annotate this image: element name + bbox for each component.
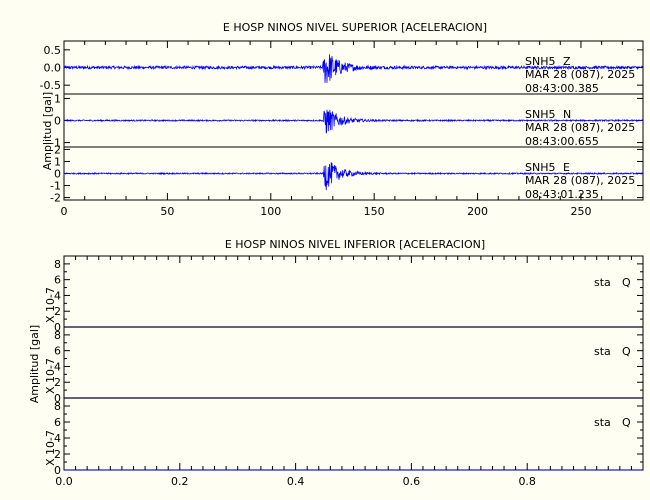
ytick-label: 0 <box>54 392 61 405</box>
ytick-label: 0 <box>54 115 61 128</box>
xtick-label: 0.2 <box>171 475 189 488</box>
upper-panel-n-trace <box>63 109 644 134</box>
upper-panel-z: 0.5 0.0 -0.5 SNH5 Z MAR 28 (087), 2025 08:… <box>40 40 644 95</box>
ytick-label: 4 <box>54 360 61 373</box>
lower-panel-3-station: sta <box>594 416 611 429</box>
lower-panel-3-yticks: 0 2 4 6 8 <box>54 400 643 477</box>
lower-panel-3-component: Q <box>622 416 631 429</box>
lower-panel-2-frame <box>63 326 644 399</box>
ytick-label: -0.5 <box>40 79 61 92</box>
ytick-label: 8 <box>54 329 61 342</box>
lower-panel-1: 0 2 4 6 8 X 10-7 sta Q <box>44 255 644 334</box>
upper-panel-z-date: MAR 28 (087), 2025 <box>525 68 635 81</box>
lower-panel-2-component: Q <box>622 345 631 358</box>
xtick-label: 150 <box>364 205 385 218</box>
upper-panel-e-component: E <box>563 161 570 174</box>
xtick-label: 0 <box>61 205 68 218</box>
lower-panel-1-station: sta <box>594 276 611 289</box>
upper-chart-title: E HOSP NINOS NIVEL SUPERIOR [ACELERACION… <box>223 21 487 34</box>
ytick-label: 2 <box>54 376 61 389</box>
lower-chart: E HOSP NINOS NIVEL INFERIOR [ACELERACION… <box>28 238 644 488</box>
upper-panel-e-station: SNH5 <box>525 161 555 174</box>
ytick-label: -2 <box>50 192 61 205</box>
upper-chart-ylabel: Amplitud [gal] <box>41 92 54 170</box>
lower-panel-1-yticks: 0 2 4 6 8 <box>54 258 643 334</box>
upper-panel-e-time: 08:43:01.235 <box>525 188 599 201</box>
ytick-label: 6 <box>54 416 61 429</box>
xtick-label: 200 <box>467 205 488 218</box>
ytick-label: 4 <box>54 289 61 302</box>
ytick-label: -1 <box>50 180 61 193</box>
ytick-label: 0.0 <box>44 62 62 75</box>
xtick-label: 0.4 <box>287 475 305 488</box>
ytick-label: 0 <box>54 168 61 181</box>
upper-panel-e-date: MAR 28 (087), 2025 <box>525 174 635 187</box>
ytick-label: 0.5 <box>44 44 62 57</box>
ytick-label: 2 <box>54 143 61 156</box>
lower-panel-2-scale: X 10-7 <box>44 358 57 394</box>
xtick-label: 0.6 <box>403 475 421 488</box>
lower-panel-1-scale: X 10-7 <box>44 287 57 323</box>
ytick-label: 6 <box>54 274 61 287</box>
upper-panel-n-time: 08:43:00.655 <box>525 135 599 148</box>
lower-xaxis: 0.0 0.2 0.4 0.6 0.8 <box>55 256 644 488</box>
lower-panel-2-yticks: 0 2 4 6 8 <box>54 329 643 405</box>
upper-panel-z-time: 08:43:00.385 <box>525 82 599 95</box>
xtick-label: 100 <box>260 205 281 218</box>
upper-chart: E HOSP NINOS NIVEL SUPERIOR [ACELERACION… <box>40 21 644 218</box>
lower-panel-1-frame <box>63 255 644 328</box>
upper-panel-z-trace <box>63 54 643 83</box>
lower-panel-1-component: Q <box>622 276 631 289</box>
upper-panel-n-date: MAR 28 (087), 2025 <box>525 121 635 134</box>
xtick-label: 0.0 <box>55 475 73 488</box>
ytick-label: 1 <box>54 155 61 168</box>
ytick-label: 2 <box>54 448 61 461</box>
ytick-label: 2 <box>54 305 61 318</box>
xtick-label: 0.8 <box>518 475 536 488</box>
upper-panel-z-component: Z <box>563 55 571 68</box>
lower-chart-title: E HOSP NINOS NIVEL INFERIOR [ACELERACION… <box>225 238 485 251</box>
upper-panel-e-trace <box>64 162 644 191</box>
upper-panel-n-component: N <box>563 108 571 121</box>
xtick-label: 50 <box>160 205 174 218</box>
xtick-label: 250 <box>570 205 591 218</box>
ytick-label: 8 <box>54 400 61 413</box>
upper-panel-n-station: SNH5 <box>525 108 555 121</box>
ytick-label: 8 <box>54 258 61 271</box>
lower-panel-2-station: sta <box>594 345 611 358</box>
lower-panel-3-scale: X 10-7 <box>44 430 57 466</box>
upper-panel-e: 210-1-2 SNH5 E MAR 28 (087), 2025 08:43:… <box>50 143 644 205</box>
ytick-label: 4 <box>54 432 61 445</box>
upper-panel-z-station: SNH5 <box>525 55 555 68</box>
lower-panel-3: 0 2 4 6 8 X 10-7 sta Q <box>44 397 644 477</box>
upper-panel-n: 1 0 -1 SNH5 N MAR 28 (087), 2025 08:43:00.… <box>50 92 644 150</box>
lower-chart-ylabel: Amplitud [gal] <box>28 325 41 403</box>
ytick-label: -1 <box>50 137 61 150</box>
ytick-label: 1 <box>54 92 61 105</box>
ytick-label: 0 <box>54 321 61 334</box>
ytick-label: 6 <box>54 345 61 358</box>
upper-xaxis: 0 50 100 150 200 250 <box>61 41 644 218</box>
ytick-label: 0 <box>54 464 61 477</box>
lower-panel-2: 0 2 4 6 8 X 10-7 sta Q <box>44 326 644 405</box>
lower-panel-3-frame <box>63 397 644 471</box>
